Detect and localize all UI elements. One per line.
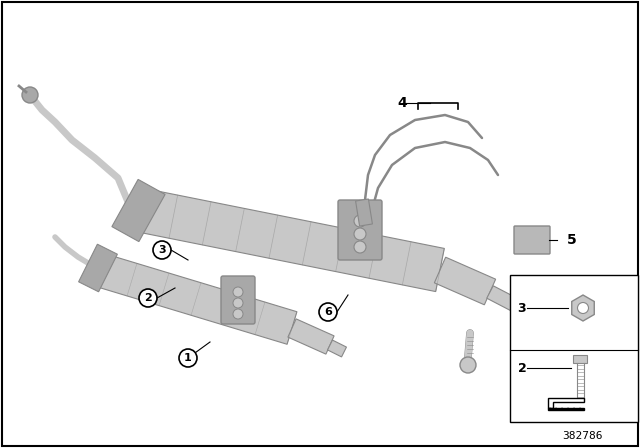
Text: 6: 6: [324, 307, 332, 317]
Circle shape: [22, 87, 38, 103]
Circle shape: [153, 241, 171, 259]
Text: 2: 2: [144, 293, 152, 303]
Polygon shape: [356, 199, 372, 226]
Polygon shape: [548, 408, 584, 410]
Polygon shape: [79, 244, 117, 292]
Text: 5: 5: [567, 233, 577, 247]
Circle shape: [139, 289, 157, 307]
Text: 3: 3: [158, 245, 166, 255]
FancyBboxPatch shape: [514, 226, 550, 254]
Text: 382786: 382786: [562, 431, 602, 441]
Circle shape: [354, 241, 366, 253]
Polygon shape: [487, 286, 518, 311]
Polygon shape: [95, 254, 297, 344]
Circle shape: [460, 357, 476, 373]
Text: 1: 1: [184, 353, 192, 363]
Text: 3: 3: [518, 302, 526, 314]
Polygon shape: [136, 189, 444, 292]
FancyBboxPatch shape: [221, 276, 255, 324]
Circle shape: [577, 302, 589, 314]
Circle shape: [233, 298, 243, 308]
Circle shape: [179, 349, 197, 367]
Text: 4: 4: [397, 96, 407, 110]
Circle shape: [233, 287, 243, 297]
Text: 2: 2: [518, 362, 526, 375]
Circle shape: [354, 215, 366, 227]
Polygon shape: [435, 257, 495, 305]
Circle shape: [319, 303, 337, 321]
Polygon shape: [328, 340, 346, 357]
Polygon shape: [548, 398, 584, 408]
Bar: [573, 355, 587, 363]
Polygon shape: [112, 179, 165, 241]
FancyBboxPatch shape: [338, 200, 382, 260]
Circle shape: [608, 349, 622, 363]
Bar: [510, 275, 638, 422]
Circle shape: [233, 309, 243, 319]
Circle shape: [354, 228, 366, 240]
Polygon shape: [288, 319, 334, 354]
